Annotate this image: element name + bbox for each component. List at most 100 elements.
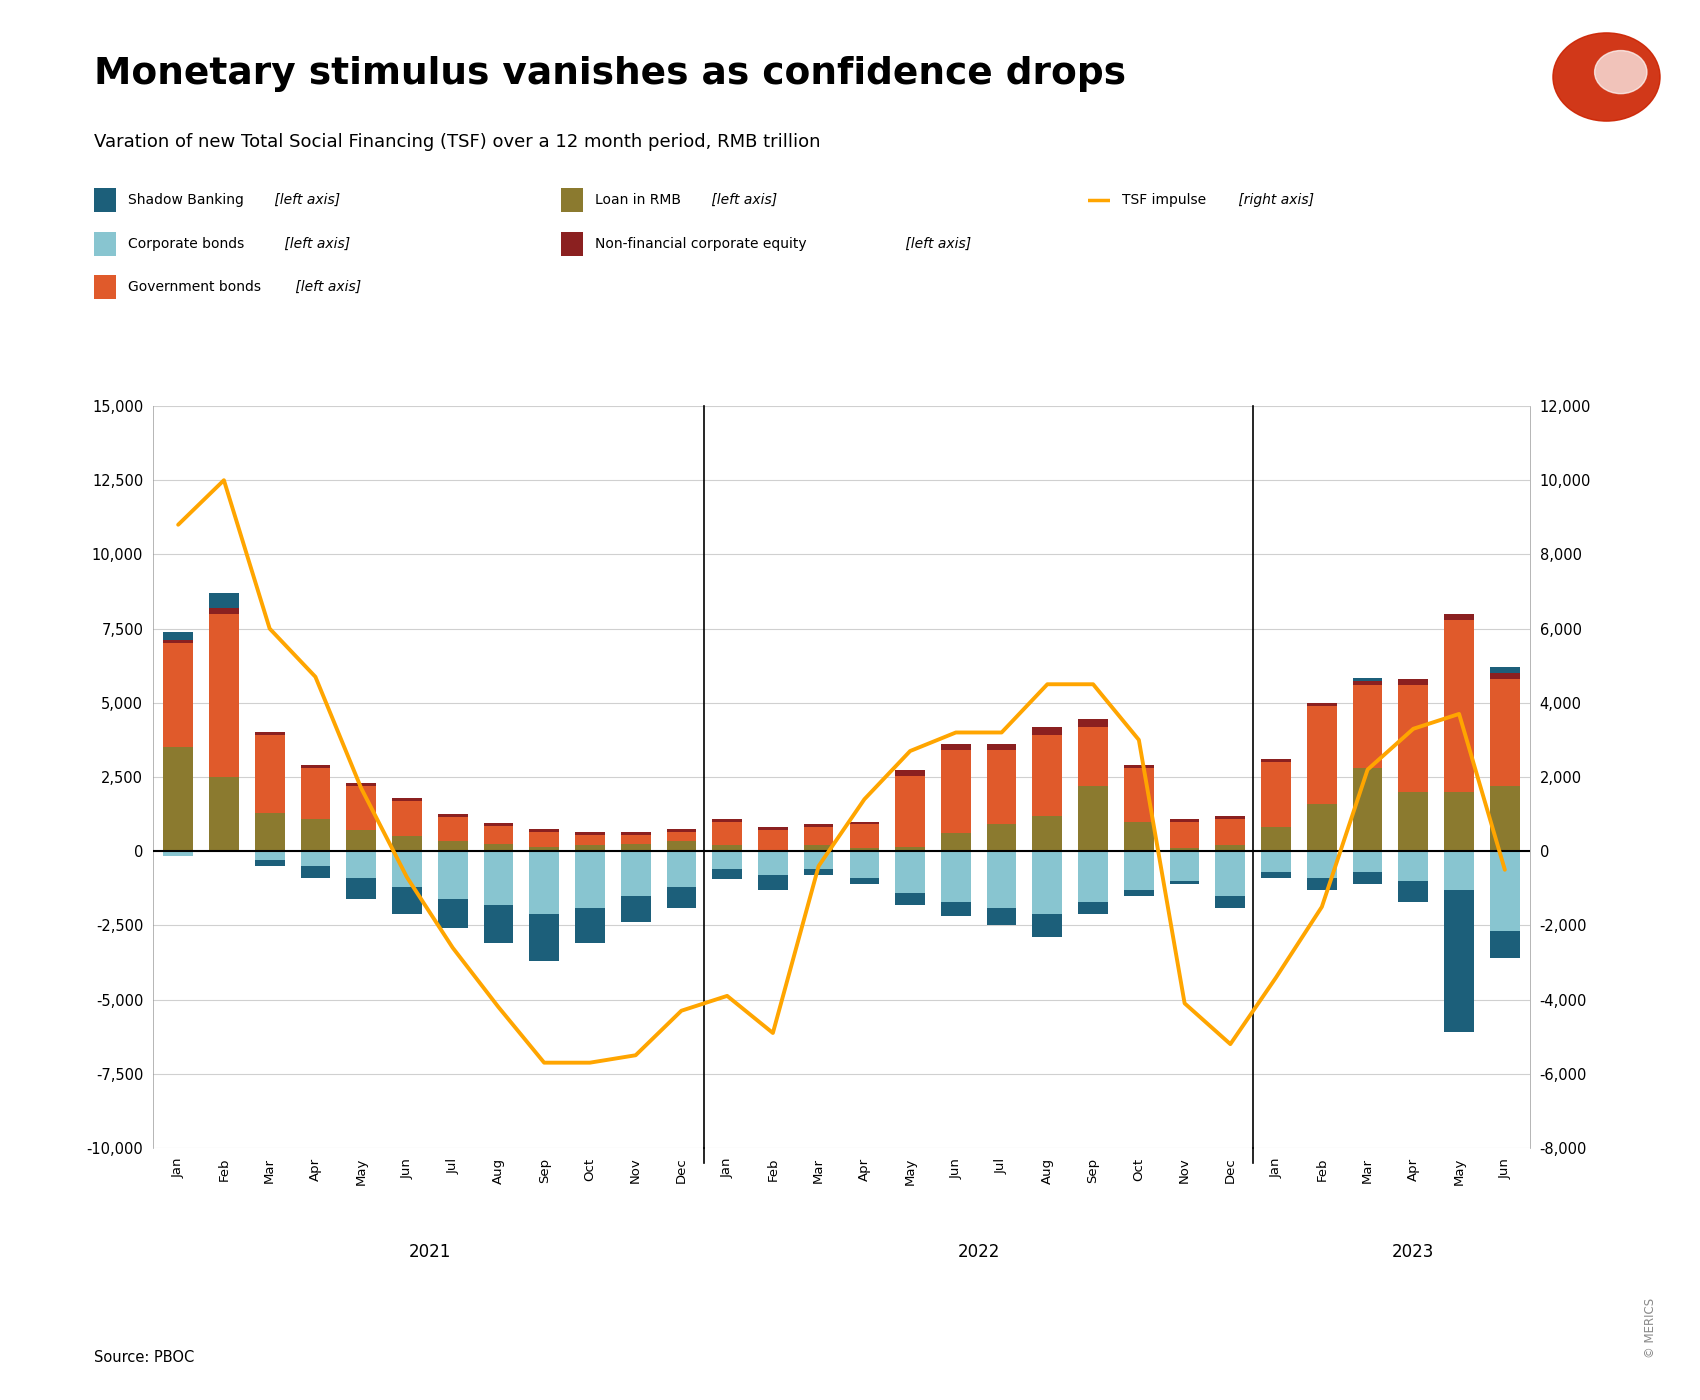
Bar — [850, 851, 879, 878]
Bar — [575, 832, 605, 834]
Bar — [1489, 679, 1520, 785]
Bar — [666, 832, 697, 841]
Bar — [986, 907, 1017, 925]
Bar — [804, 825, 833, 827]
Bar — [804, 827, 833, 846]
Text: 2022: 2022 — [957, 1243, 1000, 1261]
Text: [left axis]: [left axis] — [270, 193, 340, 207]
Bar — [666, 886, 697, 907]
Bar — [896, 893, 925, 904]
Text: TSF impulse: TSF impulse — [1122, 193, 1205, 207]
Text: Varation of new Total Social Financing (TSF) over a 12 month period, RMB trillio: Varation of new Total Social Financing (… — [94, 133, 819, 151]
Bar — [712, 851, 741, 869]
Bar — [255, 812, 284, 851]
Bar — [1261, 872, 1290, 878]
Text: [right axis]: [right axis] — [1234, 193, 1314, 207]
Bar — [575, 851, 605, 907]
Circle shape — [1595, 50, 1647, 94]
Bar — [1261, 759, 1290, 762]
Bar — [1353, 680, 1382, 685]
Bar — [942, 833, 971, 851]
Bar — [1124, 769, 1154, 822]
Bar — [1353, 872, 1382, 883]
Bar — [758, 827, 787, 830]
Text: © MERICS: © MERICS — [1644, 1298, 1657, 1358]
Bar — [439, 899, 468, 928]
Bar — [850, 822, 879, 825]
Bar — [483, 823, 513, 826]
Bar — [942, 851, 971, 902]
Circle shape — [1554, 34, 1659, 120]
Bar — [439, 851, 468, 899]
Bar — [393, 798, 422, 801]
Bar — [986, 851, 1017, 907]
Bar — [1399, 851, 1428, 881]
Bar — [942, 745, 971, 750]
Bar — [347, 851, 376, 878]
Bar — [850, 848, 879, 851]
Bar — [620, 834, 651, 844]
Bar — [758, 851, 787, 875]
Text: 2023: 2023 — [1392, 1243, 1435, 1261]
Bar — [1489, 668, 1520, 673]
Bar — [1032, 914, 1062, 937]
Bar — [439, 841, 468, 851]
Bar — [529, 851, 559, 914]
Text: 2021: 2021 — [408, 1243, 451, 1261]
Text: Government bonds: Government bonds — [128, 280, 260, 294]
Bar — [393, 836, 422, 851]
Bar — [1261, 851, 1290, 872]
Text: [left axis]: [left axis] — [707, 193, 777, 207]
Text: Non-financial corporate equity: Non-financial corporate equity — [595, 237, 806, 251]
Bar — [758, 875, 787, 890]
Bar — [529, 847, 559, 851]
Bar — [712, 869, 741, 879]
Bar — [712, 819, 741, 822]
Bar — [1445, 613, 1474, 620]
Bar — [1078, 727, 1108, 785]
Bar — [1078, 720, 1108, 727]
Bar — [620, 896, 651, 923]
Bar — [255, 735, 284, 812]
Bar — [804, 851, 833, 869]
Bar — [896, 776, 925, 847]
Bar — [1032, 851, 1062, 914]
Bar — [1399, 685, 1428, 792]
Text: [left axis]: [left axis] — [280, 237, 350, 251]
Bar — [666, 841, 697, 851]
Bar — [758, 830, 787, 851]
Bar — [1307, 878, 1336, 890]
Bar — [575, 834, 605, 846]
Bar — [1170, 822, 1200, 848]
Bar — [666, 829, 697, 832]
Bar — [1170, 848, 1200, 851]
Bar — [301, 867, 330, 878]
Bar — [666, 851, 697, 886]
Bar — [712, 846, 741, 851]
Bar — [1216, 816, 1244, 819]
Bar — [896, 770, 925, 776]
Bar — [1307, 851, 1336, 878]
Bar — [1307, 703, 1336, 706]
Bar — [347, 878, 376, 899]
Bar — [1489, 931, 1520, 958]
Bar — [301, 851, 330, 867]
Bar — [209, 594, 238, 608]
Bar — [1353, 769, 1382, 851]
Bar — [712, 822, 741, 846]
Bar — [1170, 881, 1200, 883]
Bar — [163, 748, 194, 851]
Bar — [1353, 851, 1382, 872]
Bar — [393, 886, 422, 914]
Bar — [529, 914, 559, 960]
Bar — [301, 819, 330, 851]
Text: Source: PBOC: Source: PBOC — [94, 1350, 194, 1365]
Text: Shadow Banking: Shadow Banking — [128, 193, 243, 207]
Bar — [529, 832, 559, 847]
Bar — [575, 846, 605, 851]
Bar — [439, 818, 468, 841]
Bar — [163, 640, 194, 644]
Text: Loan in RMB: Loan in RMB — [595, 193, 682, 207]
Bar — [255, 732, 284, 735]
Bar — [163, 631, 194, 640]
